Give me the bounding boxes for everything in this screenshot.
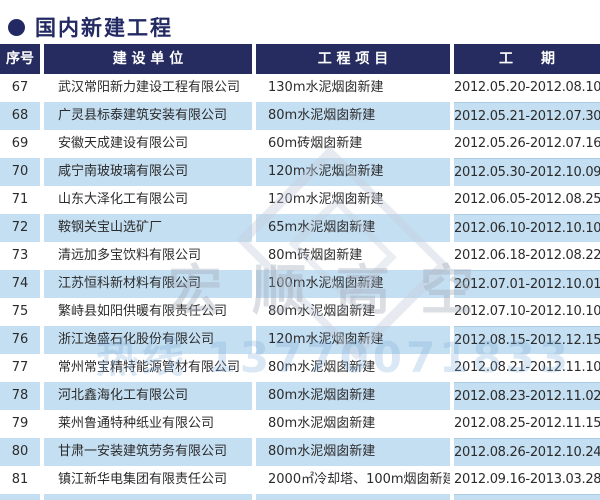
cell-company: 浙江逸盛石化股份有限公司 [44, 326, 252, 354]
cell-period: 2012.08.23-2012.11.02 [454, 382, 600, 410]
cell-company: 山东大泽化工有限公司 [44, 186, 252, 214]
table-row: 81 镇江新华电集团有限责任公司 2000㎡冷却塔、100m烟囱新建 2012.… [0, 466, 600, 494]
cell-period: 2012.05.20-2012.08.10 [454, 74, 600, 102]
cell-company: 武汉常阳新力建设工程有限公司 [44, 74, 252, 102]
cell-project: 120m水泥烟囱新建 [256, 158, 450, 186]
cell-company: 安徽天成建设有限公司 [44, 130, 252, 158]
table-row: 76 浙江逸盛石化股份有限公司 120m水泥烟囱新建 2012.08.15-20… [0, 326, 600, 354]
table-row: 69 安徽天成建设有限公司 60m砖烟囱新建 2012.05.26-2012.0… [0, 130, 600, 158]
cell-period: 2012.08.26-2012.10.24 [454, 438, 600, 466]
cell-period: 2012.05.26-2012.07.16 [454, 130, 600, 158]
cell-period: 2012.06.10-2012.10.10 [454, 214, 600, 242]
header-cell-company: 建 设 单 位 [44, 44, 252, 74]
cell-serial: 70 [0, 158, 40, 186]
cell-project: 80m砖烟囱新建 [256, 242, 450, 270]
cell-period: 2012.05.21-2012.07.30 [454, 102, 600, 130]
table-row: 79 莱州鲁通特种纸业有限公司 80m水泥烟囱新建 2012.08.25-201… [0, 410, 600, 438]
cell-project: 80m水泥烟囱新建 [256, 102, 450, 130]
table-header-row: 序号 建 设 单 位 工 程 项 目 工 期 [0, 44, 600, 74]
cell-serial: 76 [0, 326, 40, 354]
cell-serial: 75 [0, 298, 40, 326]
cell-serial: 81 [0, 466, 40, 494]
cell-project: 80m水泥烟囱新建 [256, 410, 450, 438]
cell-period [454, 494, 600, 500]
cell-period: 2012.08.15-2012.12.15 [454, 326, 600, 354]
table-row: 70 咸宁南玻玻璃有限公司 120m水泥烟囱新建 2012.05.30-2012… [0, 158, 600, 186]
cell-company: 莱州鲁通特种纸业有限公司 [44, 410, 252, 438]
cell-project: 120m水泥烟囱新建 [256, 326, 450, 354]
cell-period: 2012.06.18-2012.08.22 [454, 242, 600, 270]
table-row: 74 江苏恒科新材料有限公司 100m水泥烟囱新建 2012.07.01-201… [0, 270, 600, 298]
bullet-icon [8, 18, 25, 36]
cell-company: 广灵县标泰建筑安装有限公司 [44, 102, 252, 130]
table-row: 77 常州常宝精特能源管材有限公司 80m水泥烟囱新建 2012.08.21-2… [0, 354, 600, 382]
cell-project: 60m砖烟囱新建 [256, 130, 450, 158]
cell-period: 2012.07.10-2012.10.10 [454, 298, 600, 326]
cell-company: 镇江新华电集团有限责任公司 [44, 466, 252, 494]
cell-serial: 80 [0, 438, 40, 466]
header-cell-period: 工 期 [454, 44, 600, 74]
cell-company: 甘肃一安装建筑劳务有限公司 [44, 438, 252, 466]
cell-company: 清远加多宝饮料有限公司 [44, 242, 252, 270]
header-cell-project: 工 程 项 目 [256, 44, 450, 74]
cell-serial: 73 [0, 242, 40, 270]
cell-serial: 69 [0, 130, 40, 158]
header-cell-serial: 序号 [0, 44, 40, 74]
cell-serial: 78 [0, 382, 40, 410]
cell-project: 65m水泥烟囱新建 [256, 214, 450, 242]
table-row: 75 繁峙县如阳供暖有限责任公司 80m水泥烟囱新建 2012.07.10-20… [0, 298, 600, 326]
table-row: 72 鞍钢关宝山选矿厂 65m水泥烟囱新建 2012.06.10-2012.10… [0, 214, 600, 242]
cell-company: 河北鑫海化工有限公司 [44, 382, 252, 410]
table-row: 67 武汉常阳新力建设工程有限公司 130m水泥烟囱新建 2012.05.20-… [0, 74, 600, 102]
partial-next-row [0, 494, 600, 500]
cell-project: 80m水泥烟囱新建 [256, 438, 450, 466]
cell-serial: 67 [0, 74, 40, 102]
cell-project: 100m水泥烟囱新建 [256, 270, 450, 298]
cell-serial: 77 [0, 354, 40, 382]
cell-company [44, 494, 252, 500]
table-row: 73 清远加多宝饮料有限公司 80m砖烟囱新建 2012.06.18-2012.… [0, 242, 600, 270]
cell-period: 2012.05.30-2012.10.09 [454, 158, 600, 186]
cell-company: 咸宁南玻玻璃有限公司 [44, 158, 252, 186]
cell-serial: 74 [0, 270, 40, 298]
cell-company: 常州常宝精特能源管材有限公司 [44, 354, 252, 382]
table-body: 67 武汉常阳新力建设工程有限公司 130m水泥烟囱新建 2012.05.20-… [0, 74, 600, 494]
projects-table: 序号 建 设 单 位 工 程 项 目 工 期 67 武汉常阳新力建设工程有限公司… [0, 44, 600, 500]
cell-project: 80m水泥烟囱新建 [256, 354, 450, 382]
cell-project: 80m水泥烟囱新建 [256, 298, 450, 326]
cell-period: 2012.08.25-2012.11.15 [454, 410, 600, 438]
cell-serial: 79 [0, 410, 40, 438]
cell-period: 2012.07.01-2012.10.01 [454, 270, 600, 298]
cell-period: 2012.09.16-2013.03.28 [454, 466, 600, 494]
table-row: 71 山东大泽化工有限公司 120m水泥烟囱新建 2012.06.05-2012… [0, 186, 600, 214]
table-row: 80 甘肃一安装建筑劳务有限公司 80m水泥烟囱新建 2012.08.26-20… [0, 438, 600, 466]
cell-company: 江苏恒科新材料有限公司 [44, 270, 252, 298]
cell-serial: 72 [0, 214, 40, 242]
cell-period: 2012.08.21-2012.11.10 [454, 354, 600, 382]
cell-project: 120m水泥烟囱新建 [256, 186, 450, 214]
cell-project: 130m水泥烟囱新建 [256, 74, 450, 102]
cell-serial: 68 [0, 102, 40, 130]
cell-project: 2000㎡冷却塔、100m烟囱新建 [256, 466, 450, 494]
cell-serial: 71 [0, 186, 40, 214]
cell-project [256, 494, 450, 500]
table-row: 78 河北鑫海化工有限公司 80m水泥烟囱新建 2012.08.23-2012.… [0, 382, 600, 410]
table-row: 68 广灵县标泰建筑安装有限公司 80m水泥烟囱新建 2012.05.21-20… [0, 102, 600, 130]
cell-project: 80m水泥烟囱新建 [256, 382, 450, 410]
cell-company: 鞍钢关宝山选矿厂 [44, 214, 252, 242]
cell-period: 2012.06.05-2012.08.25 [454, 186, 600, 214]
page-title: 国内新建工程 [35, 16, 173, 40]
page-title-bar: 国内新建工程 [0, 0, 600, 43]
cell-company: 繁峙县如阳供暖有限责任公司 [44, 298, 252, 326]
cell-serial [0, 494, 40, 500]
